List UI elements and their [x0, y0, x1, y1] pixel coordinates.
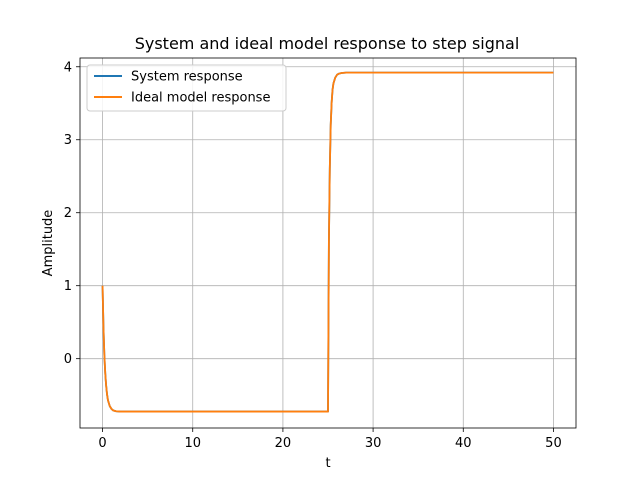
ticks: 0 10 20 30 40 50 0 1 2 3 4	[64, 60, 562, 451]
x-tick-label: 10	[184, 436, 201, 451]
x-tick-label: 30	[365, 436, 382, 451]
axes-frame	[79, 57, 577, 429]
x-tick-label: 20	[275, 436, 292, 451]
legend-label-ideal-model-response: Ideal model response	[131, 91, 270, 106]
y-tick-label: 3	[64, 133, 72, 148]
y-tick-label: 0	[64, 352, 72, 367]
series-line-ideal-model-response	[101, 71, 554, 413]
y-tick-label: 2	[64, 206, 72, 221]
chart-title: System and ideal model response to step …	[135, 34, 520, 53]
y-tick-label: 4	[64, 60, 72, 75]
y-axis-label: Amplitude	[41, 210, 56, 277]
series-layer	[101, 71, 554, 413]
legend-label-system-response: System response	[131, 70, 243, 85]
y-tick-label: 1	[64, 279, 72, 294]
x-tick-label: 0	[98, 436, 106, 451]
legend-box	[86, 64, 287, 112]
x-tick-label: 50	[545, 436, 562, 451]
legend: System response Ideal model response	[86, 64, 287, 112]
x-tick-label: 40	[455, 436, 472, 451]
grid	[80, 58, 576, 428]
x-axis-label: t	[325, 456, 330, 471]
